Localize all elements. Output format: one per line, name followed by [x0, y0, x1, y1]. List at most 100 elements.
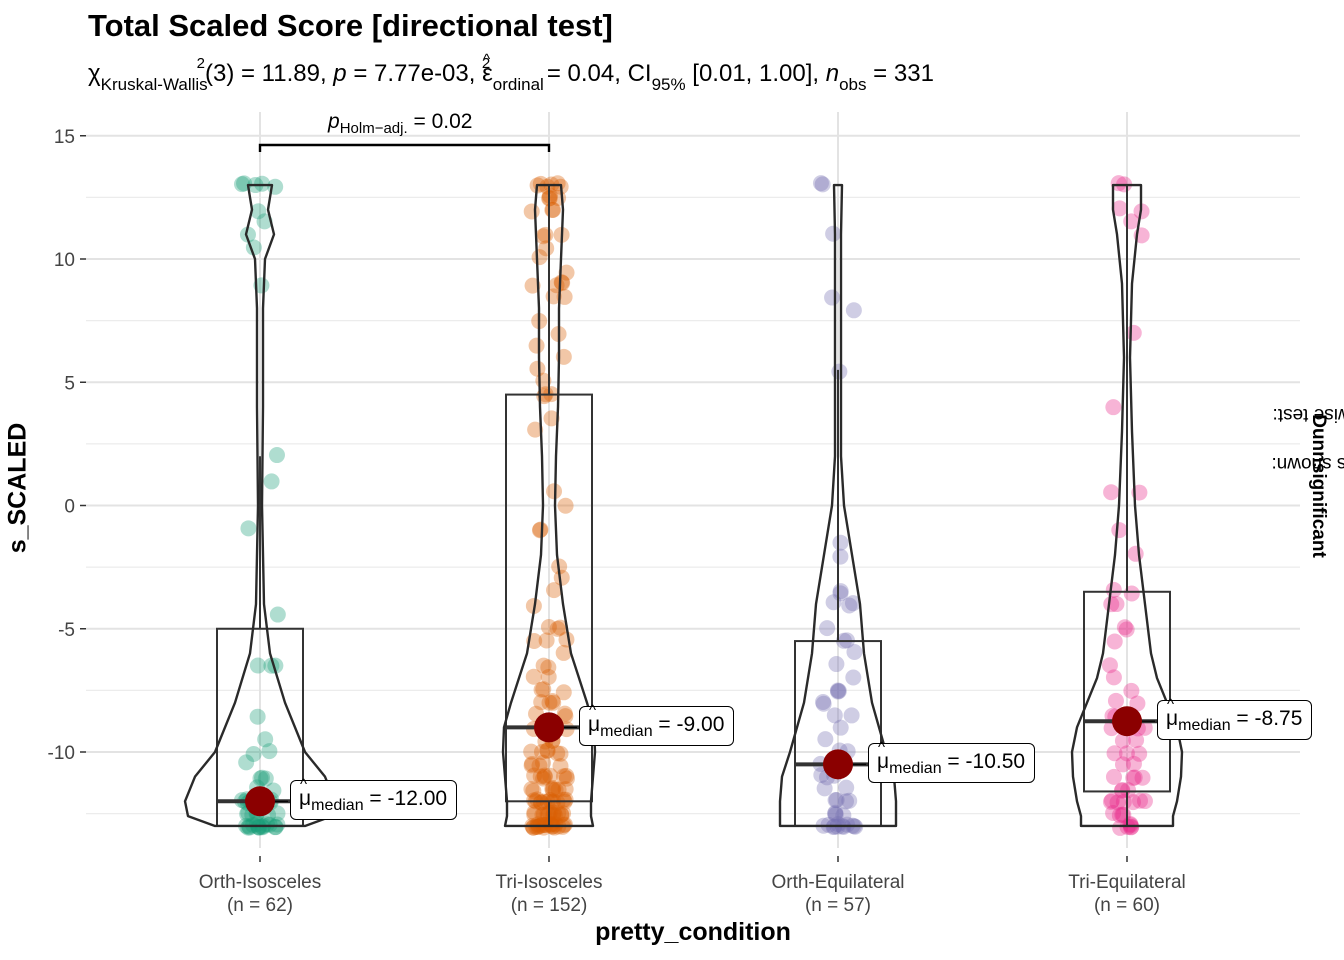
- x-tick-label: Orth-Equilateral: [771, 872, 904, 893]
- data-point: [534, 806, 551, 823]
- data-point: [545, 201, 562, 218]
- median-label-sub: median: [889, 760, 942, 778]
- median-label-mu: μ: [299, 770, 311, 814]
- data-point: [252, 770, 269, 787]
- data-point: [540, 659, 557, 676]
- violin: [183, 183, 337, 828]
- data-point: [1118, 621, 1135, 638]
- data-point: [543, 410, 560, 427]
- data-point: [825, 225, 842, 242]
- data-point: [234, 176, 250, 193]
- data-point: [1105, 804, 1122, 821]
- data-point: [832, 585, 849, 602]
- median-label: μmedian = -12.00: [290, 770, 458, 821]
- median-label-mu: μ: [1166, 690, 1178, 734]
- data-point: [525, 782, 542, 799]
- x-tick-count: (n = 152): [511, 895, 588, 916]
- data-point: [553, 806, 570, 823]
- pairwise-p-sub: Holm−adj.: [339, 120, 408, 137]
- data-point: [523, 781, 540, 798]
- data-point: [263, 473, 280, 490]
- subtitle-epsilon-value: = 0.04, CI: [540, 60, 652, 87]
- data-point: [539, 742, 556, 759]
- data-point: [542, 792, 559, 809]
- data-point: [558, 767, 575, 784]
- data-point: [841, 597, 858, 614]
- data-point: [269, 816, 286, 833]
- median-label-mu: μ: [588, 696, 600, 740]
- subtitle-n-symbol: n: [825, 60, 840, 87]
- data-point: [1125, 324, 1142, 341]
- median-label-value: = -8.75: [1230, 707, 1303, 731]
- data-point: [816, 780, 833, 797]
- data-point: [250, 819, 267, 836]
- data-point: [547, 816, 564, 833]
- data-point: [558, 770, 575, 787]
- data-point: [541, 694, 558, 711]
- data-point: [814, 176, 831, 193]
- data-point: [547, 781, 564, 798]
- data-point: [1114, 756, 1131, 773]
- data-point: [839, 816, 856, 833]
- data-point: [812, 175, 829, 192]
- subtitle-df-stat: (3) = 11.89,: [205, 60, 334, 87]
- data-point: [524, 755, 541, 772]
- y-tick-label: 15: [54, 127, 75, 148]
- data-point: [1125, 794, 1142, 811]
- median-label-mu: μ: [877, 733, 889, 777]
- data-point: [845, 669, 862, 686]
- data-point: [254, 769, 271, 786]
- x-axis-title: pretty_condition: [595, 918, 791, 946]
- data-point: [249, 708, 266, 725]
- subtitle-p-value: = 7.77e-03,: [346, 60, 483, 87]
- data-point: [841, 792, 858, 809]
- data-point: [827, 805, 844, 822]
- data-point: [534, 743, 551, 760]
- data-point: [536, 769, 553, 786]
- pairwise-p-label: pHolm−adj. = 0.02: [328, 110, 472, 137]
- data-point: [545, 779, 562, 796]
- data-point: [1118, 745, 1135, 762]
- data-point: [1106, 633, 1123, 650]
- data-point: [539, 742, 556, 759]
- data-point: [550, 781, 567, 798]
- data-point: [523, 757, 540, 774]
- data-point: [835, 807, 852, 824]
- data-point: [829, 682, 846, 699]
- data-point: [1109, 794, 1126, 811]
- median-label: μmedian = -10.50: [868, 733, 1036, 784]
- subtitle-p-symbol: p: [333, 60, 347, 87]
- subtitle-n-sub: obs: [839, 75, 867, 94]
- data-point: [523, 203, 540, 220]
- data-point: [533, 694, 550, 711]
- data-point: [552, 619, 569, 636]
- median-point: [1112, 706, 1142, 737]
- data-point: [1107, 692, 1124, 709]
- data-point: [531, 249, 548, 266]
- data-point: [523, 743, 540, 760]
- data-point: [1105, 768, 1122, 785]
- significance-bracket: [258, 143, 551, 152]
- median-label: μmedian = -8.75: [1157, 690, 1313, 741]
- data-point: [1131, 745, 1148, 762]
- data-point: [556, 816, 573, 833]
- data-point: [830, 683, 847, 700]
- median-label-sub: median: [311, 797, 364, 815]
- data-point: [269, 606, 286, 623]
- data-point: [1129, 695, 1146, 712]
- subtitle-chi-sup: 2: [196, 55, 205, 72]
- data-point: [526, 767, 543, 784]
- data-point: [817, 731, 834, 748]
- data-point: [269, 805, 286, 822]
- x-tick-label: Orth-Isosceles: [199, 872, 321, 893]
- data-point: [555, 805, 572, 822]
- data-point: [1125, 755, 1142, 772]
- data-point: [535, 681, 552, 698]
- data-point: [544, 692, 561, 709]
- data-point: [1126, 769, 1143, 786]
- data-point: [1132, 792, 1149, 809]
- data-point: [1103, 596, 1120, 613]
- data-point: [525, 819, 542, 836]
- data-point: [1105, 399, 1122, 416]
- data-point: [555, 791, 572, 808]
